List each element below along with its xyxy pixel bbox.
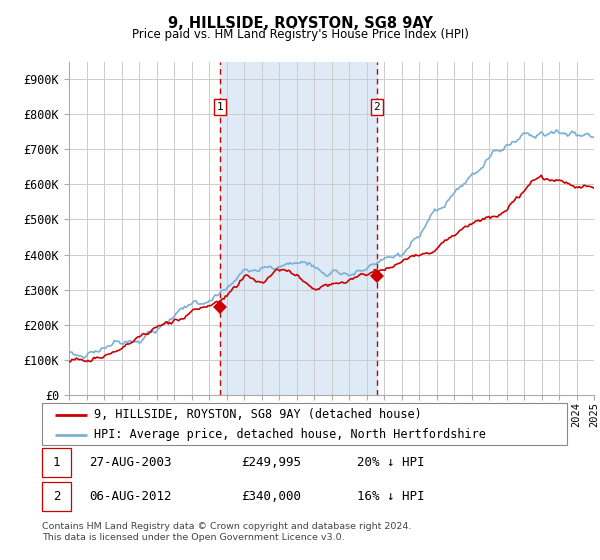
Text: 1: 1 <box>53 456 60 469</box>
Text: 27-AUG-2003: 27-AUG-2003 <box>89 456 172 469</box>
Text: 20% ↓ HPI: 20% ↓ HPI <box>357 456 425 469</box>
Text: 9, HILLSIDE, ROYSTON, SG8 9AY (detached house): 9, HILLSIDE, ROYSTON, SG8 9AY (detached … <box>95 408 422 422</box>
Text: Price paid vs. HM Land Registry's House Price Index (HPI): Price paid vs. HM Land Registry's House … <box>131 28 469 41</box>
Bar <box>220 62 377 395</box>
Text: 16% ↓ HPI: 16% ↓ HPI <box>357 489 425 503</box>
Text: This data is licensed under the Open Government Licence v3.0.: This data is licensed under the Open Gov… <box>42 533 344 542</box>
Text: Contains HM Land Registry data © Crown copyright and database right 2024.: Contains HM Land Registry data © Crown c… <box>42 522 412 531</box>
Text: 2: 2 <box>373 102 380 112</box>
FancyBboxPatch shape <box>42 482 71 511</box>
Text: HPI: Average price, detached house, North Hertfordshire: HPI: Average price, detached house, Nort… <box>95 428 487 441</box>
Text: 1: 1 <box>217 102 223 112</box>
FancyBboxPatch shape <box>42 448 71 477</box>
Text: £249,995: £249,995 <box>241 456 302 469</box>
FancyBboxPatch shape <box>42 403 567 445</box>
Text: 06-AUG-2012: 06-AUG-2012 <box>89 489 172 503</box>
Text: 9, HILLSIDE, ROYSTON, SG8 9AY: 9, HILLSIDE, ROYSTON, SG8 9AY <box>167 16 433 31</box>
Text: 2: 2 <box>53 489 60 503</box>
Text: £340,000: £340,000 <box>241 489 302 503</box>
